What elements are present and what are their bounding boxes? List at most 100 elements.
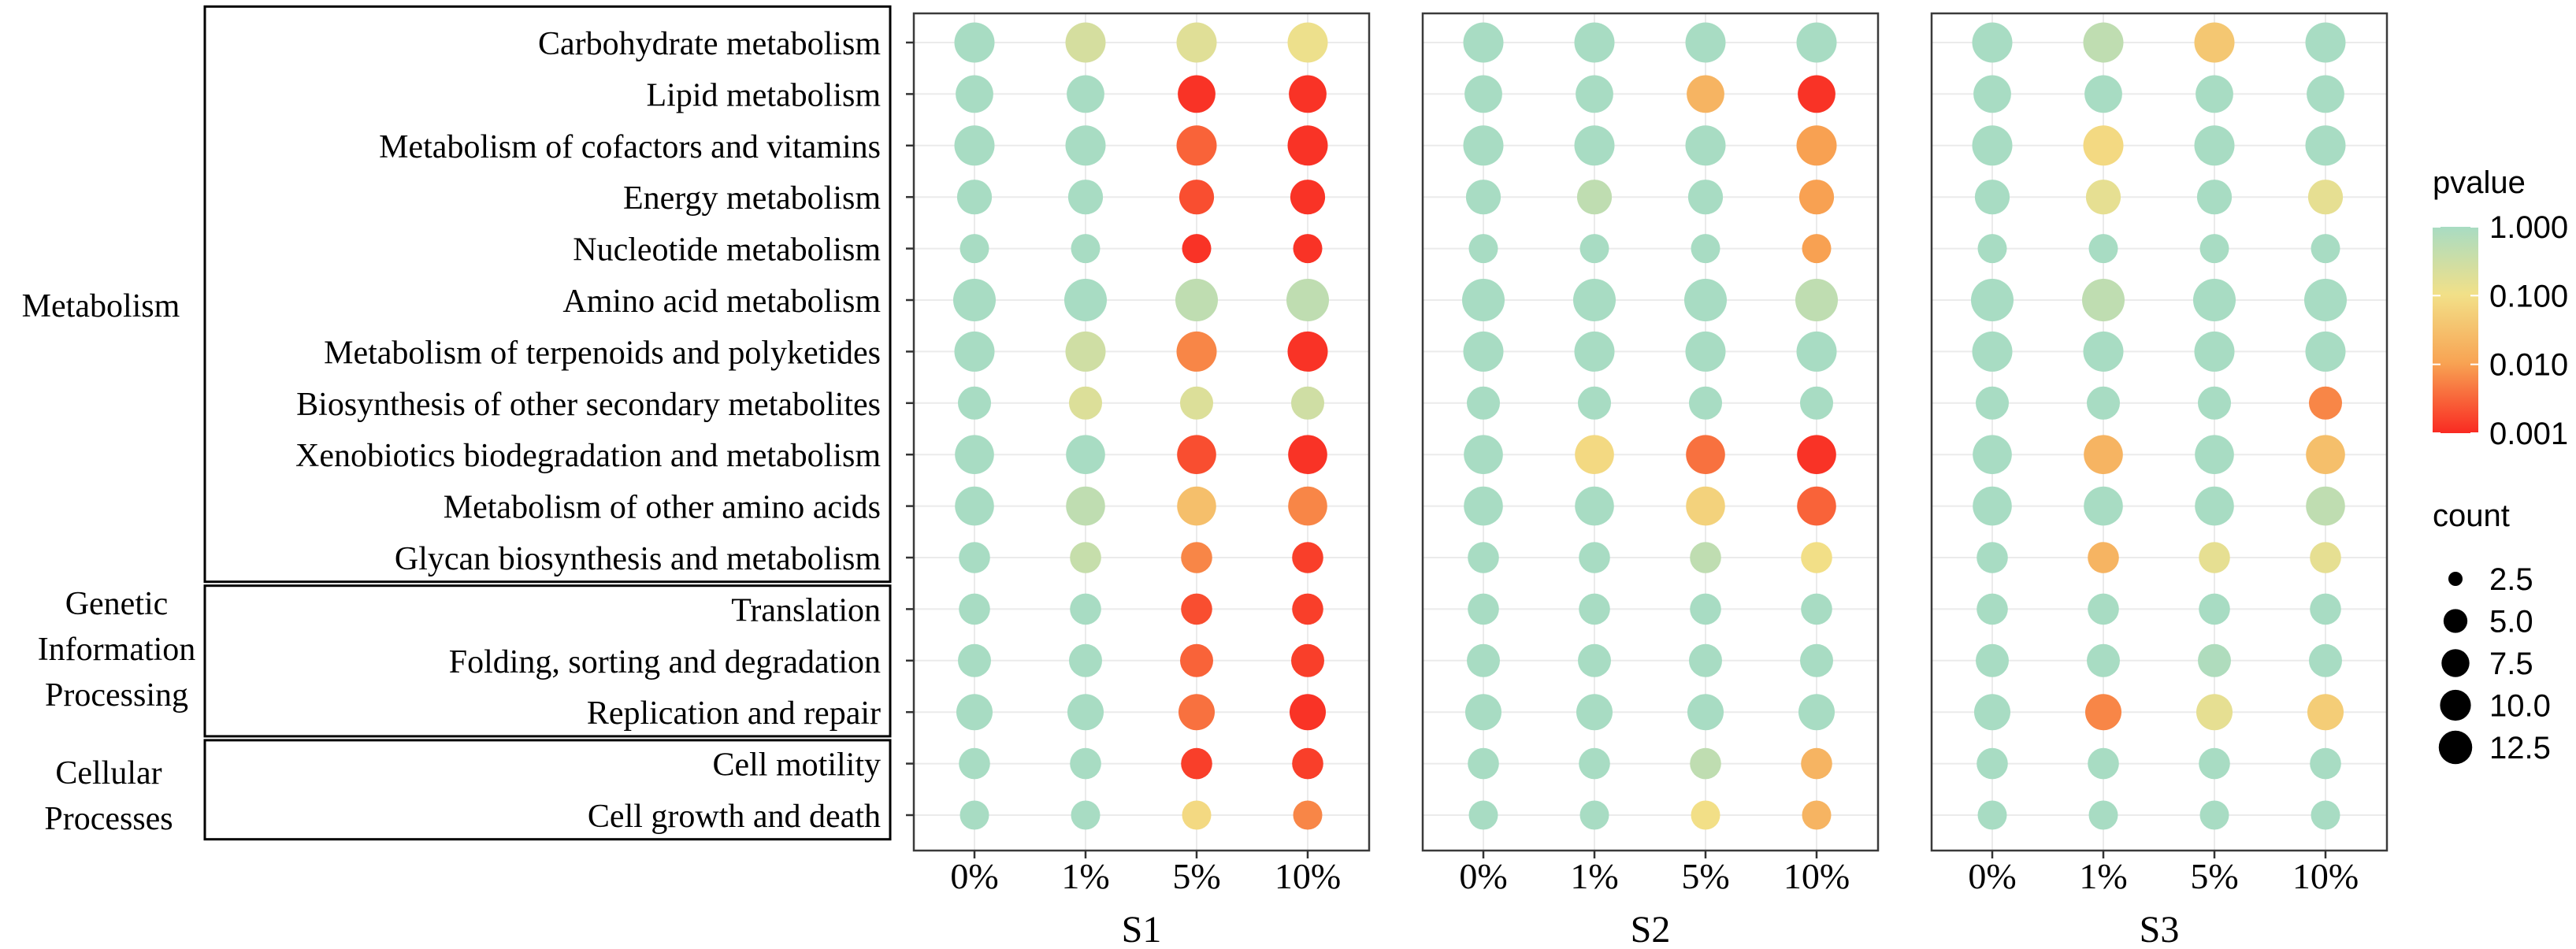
- dot-s3-nucleotide-metabolism-5: [2199, 234, 2229, 264]
- panel-s1: 0% 1% 5% 10% S1: [912, 12, 1371, 949]
- dot-s3-carbohydrate-metabolism-5: [2194, 22, 2235, 63]
- dot-s3-metabolism-of-other-amino-acids-0: [1973, 486, 2012, 526]
- count-key-label-5-0: 5.0: [2489, 605, 2533, 639]
- pathway-label-translation: Translation: [731, 592, 881, 628]
- pvalue-tick-1-000: 1.000: [2489, 210, 2568, 245]
- dot-s3-translation-5: [2199, 593, 2230, 625]
- dot-s3-translation-10: [2310, 593, 2341, 625]
- dot-s1-translation-0: [959, 593, 990, 625]
- x-tick-s1-5: 5%: [1172, 856, 1220, 896]
- dot-s3-cell-motility-0: [1977, 747, 2008, 780]
- dot-s1-energy-metabolism-5: [1179, 180, 1215, 215]
- dot-s3-metabolism-of-other-amino-acids-10: [2306, 486, 2345, 526]
- dot-s1-lipid-metabolism-0: [956, 75, 993, 113]
- dot-s3-amino-acid-metabolism-10: [2304, 279, 2347, 321]
- dot-s1-metabolism-of-terpenoids-and-polyketides-5: [1176, 331, 1217, 372]
- x-tick-s3-5: 5%: [2190, 856, 2238, 896]
- count-key-dot-12-5: [2438, 730, 2473, 765]
- dot-s1-lipid-metabolism-1: [1067, 75, 1104, 113]
- dot-s1-lipid-metabolism-10: [1289, 75, 1327, 113]
- pathway-label-replication-and-repair: Replication and repair: [587, 695, 881, 732]
- group-label-metabolism-line-1: Metabolism: [22, 288, 180, 324]
- dot-s3-folding-sorting-and-degradation-0: [1976, 643, 2009, 677]
- dot-s2-biosynthesis-of-other-secondary-metabolites-0: [1467, 386, 1500, 420]
- dot-s1-energy-metabolism-1: [1067, 180, 1104, 215]
- dot-s3-metabolism-of-cofactors-and-vitamins-1: [2083, 125, 2124, 166]
- pathway-label-xenobiotics-biodegradation-and-metabolism: Xenobiotics biodegradation and metabolis…: [295, 438, 881, 474]
- dot-s3-cell-motility-5: [2199, 747, 2230, 780]
- dot-s1-metabolism-of-cofactors-and-vitamins-0: [954, 125, 995, 166]
- category-labels: Metabolism Genetic Information Processing Ce…: [22, 288, 196, 837]
- dot-s3-cell-motility-10: [2310, 747, 2341, 780]
- count-legend-keys: 2.5 5.0 7.5 10.0 12.5: [2438, 562, 2551, 766]
- dot-s1-translation-10: [1292, 593, 1323, 625]
- dot-s2-metabolism-of-cofactors-and-vitamins-0: [1463, 125, 1504, 166]
- dot-s2-replication-and-repair-1: [1576, 694, 1613, 731]
- dot-s2-translation-0: [1468, 593, 1499, 625]
- pathway-label-metabolism-of-terpenoids-and-polyketides: Metabolism of terpenoids and polyketides: [324, 335, 881, 371]
- x-tick-s1-0: 0%: [950, 856, 998, 896]
- dot-s1-xenobiotics-biodegradation-and-metabolism-0: [955, 435, 994, 474]
- group-label-genetic-information-processing-line-1: Genetic: [65, 586, 169, 622]
- dot-s2-cell-motility-10: [1801, 747, 1832, 780]
- dot-s3-replication-and-repair-1: [2085, 694, 2121, 731]
- dot-s2-amino-acid-metabolism-1: [1573, 279, 1616, 321]
- dot-s3-glycan-biosynthesis-and-metabolism-5: [2199, 542, 2230, 573]
- dot-s1-cell-motility-5: [1181, 747, 1212, 780]
- legend: pvalue 1.000 0.100 0.010 0.001 count 2.5 5.0…: [2433, 165, 2568, 766]
- dot-s3-metabolism-of-other-amino-acids-5: [2195, 486, 2234, 526]
- dot-s2-translation-1: [1579, 593, 1610, 625]
- x-tick-s3-10: 10%: [2292, 856, 2359, 896]
- dot-s3-biosynthesis-of-other-secondary-metabolites-10: [2309, 386, 2342, 420]
- dot-s3-lipid-metabolism-0: [1973, 75, 2011, 113]
- dot-s1-nucleotide-metabolism-10: [1293, 234, 1323, 264]
- pathway-label-carbohydrate-metabolism: Carbohydrate metabolism: [538, 26, 881, 62]
- dot-s1-glycan-biosynthesis-and-metabolism-10: [1292, 542, 1323, 573]
- dot-s1-folding-sorting-and-degradation-5: [1180, 643, 1213, 677]
- dot-s2-folding-sorting-and-degradation-0: [1467, 643, 1500, 677]
- dot-s1-metabolism-of-cofactors-and-vitamins-1: [1065, 125, 1106, 166]
- panel-title-s3: S3: [2140, 909, 2180, 949]
- pathway-label-cell-growth-and-death: Cell growth and death: [588, 799, 881, 835]
- dot-s2-glycan-biosynthesis-and-metabolism-5: [1690, 542, 1721, 573]
- dot-s2-cell-growth-and-death-1: [1579, 800, 1609, 830]
- dot-s2-cell-motility-5: [1690, 747, 1721, 780]
- dot-s1-metabolism-of-other-amino-acids-10: [1288, 486, 1327, 526]
- dot-s1-glycan-biosynthesis-and-metabolism-5: [1181, 542, 1212, 573]
- category-group-frames: [203, 5, 892, 841]
- dot-s1-lipid-metabolism-5: [1178, 75, 1216, 113]
- x-tick-s1-10: 10%: [1275, 856, 1341, 896]
- dot-s3-translation-1: [2088, 593, 2119, 625]
- dot-s1-biosynthesis-of-other-secondary-metabolites-5: [1180, 386, 1213, 420]
- count-key-label-12-5: 12.5: [2489, 731, 2551, 766]
- panels: 0% 1% 5% 10% S1 0% 1% 5% 10% S2 0% 1% 5% 10% S3: [906, 12, 2389, 949]
- dot-s3-carbohydrate-metabolism-10: [2305, 22, 2346, 63]
- dot-s3-folding-sorting-and-degradation-10: [2309, 643, 2342, 677]
- dot-s2-metabolism-of-cofactors-and-vitamins-10: [1796, 125, 1837, 166]
- dot-s2-metabolism-of-cofactors-and-vitamins-5: [1685, 125, 1726, 166]
- x-tick-s3-1: 1%: [2079, 856, 2127, 896]
- dot-s2-metabolism-of-other-amino-acids-10: [1797, 486, 1836, 526]
- dot-s1-metabolism-of-terpenoids-and-polyketides-1: [1065, 331, 1106, 372]
- dot-s1-folding-sorting-and-degradation-10: [1291, 643, 1324, 677]
- panel-title-s1: S1: [1122, 909, 1162, 949]
- dot-s3-xenobiotics-biodegradation-and-metabolism-0: [1973, 435, 2012, 474]
- dot-s1-xenobiotics-biodegradation-and-metabolism-1: [1066, 435, 1105, 474]
- dot-s2-metabolism-of-terpenoids-and-polyketides-1: [1574, 331, 1615, 372]
- pathway-label-lipid-metabolism: Lipid metabolism: [647, 77, 882, 113]
- dot-s1-amino-acid-metabolism-10: [1286, 279, 1329, 321]
- dot-s2-carbohydrate-metabolism-10: [1796, 22, 1837, 63]
- pathway-label-amino-acid-metabolism: Amino acid metabolism: [562, 284, 881, 320]
- dot-s2-replication-and-repair-0: [1465, 694, 1501, 731]
- dot-s2-cell-growth-and-death-5: [1691, 800, 1720, 830]
- dot-s1-cell-motility-1: [1070, 747, 1101, 780]
- dot-s2-carbohydrate-metabolism-5: [1685, 22, 1726, 63]
- count-key-dot-10-0: [2440, 689, 2471, 721]
- dot-s3-energy-metabolism-5: [2196, 180, 2233, 215]
- dot-s3-translation-0: [1977, 593, 2008, 625]
- dot-s1-metabolism-of-other-amino-acids-1: [1066, 486, 1105, 526]
- dot-s3-replication-and-repair-0: [1974, 694, 2010, 731]
- pvalue-tick-0-010: 0.010: [2489, 348, 2568, 383]
- dot-s3-amino-acid-metabolism-5: [2193, 279, 2236, 321]
- pathway-label-cell-motility: Cell motility: [712, 747, 881, 784]
